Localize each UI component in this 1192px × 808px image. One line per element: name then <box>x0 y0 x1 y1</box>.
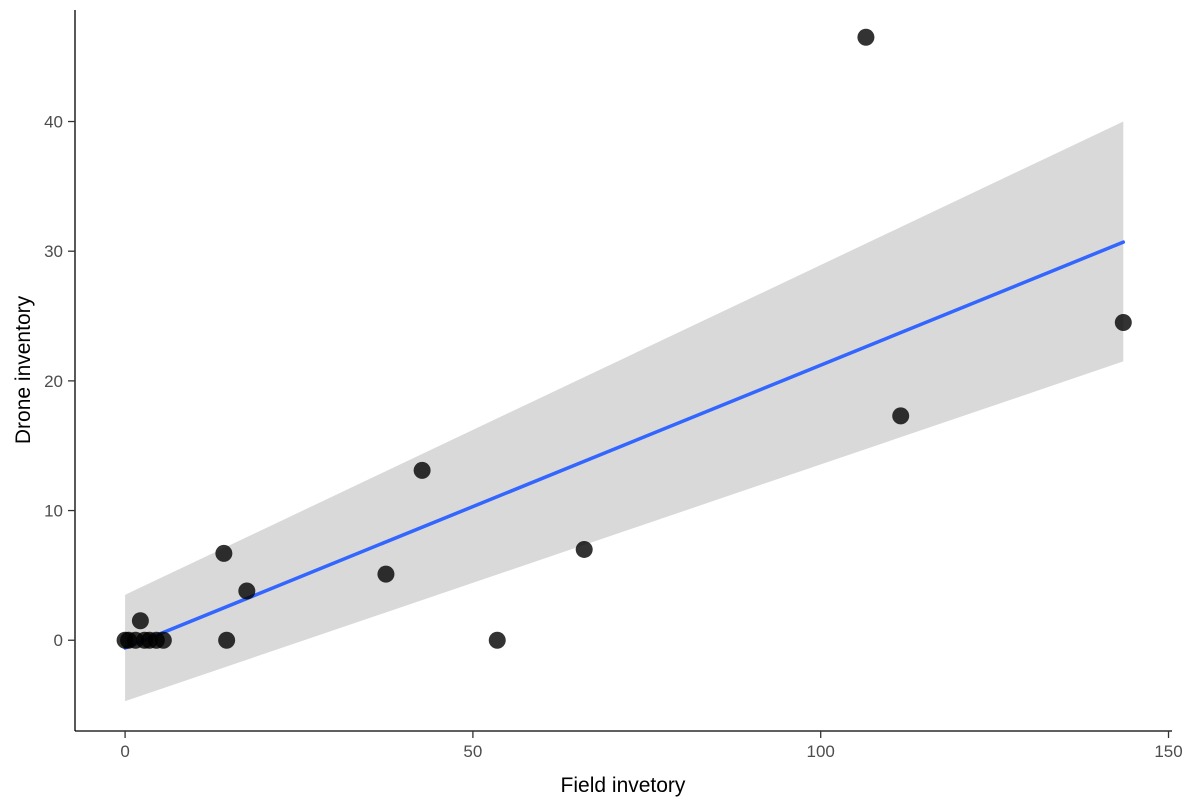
data-point-9 <box>218 631 236 649</box>
data-point-16 <box>892 407 910 425</box>
data-point-12 <box>413 461 431 479</box>
data-point-3 <box>131 612 149 630</box>
confidence-band-layer <box>125 121 1124 702</box>
data-point-14 <box>575 540 593 558</box>
y-axis-title: Drone inventory <box>12 295 35 444</box>
ticks-layer: 0 50 100 150 0 10 20 30 40 <box>44 113 1183 761</box>
data-point-17 <box>1114 314 1132 332</box>
data-points-layer <box>116 28 1132 649</box>
x-axis-title: Field invetory <box>561 774 686 797</box>
data-point-15 <box>857 28 875 46</box>
axes-layer <box>74 10 1172 732</box>
x-tick-label-150: 150 <box>1154 742 1182 761</box>
y-tick-label-20: 20 <box>44 372 63 391</box>
y-tick-label-40: 40 <box>44 113 63 132</box>
data-point-13 <box>488 631 506 649</box>
data-point-8 <box>215 544 233 562</box>
x-tick-label-50: 50 <box>463 742 482 761</box>
data-point-7 <box>154 631 172 649</box>
data-point-10 <box>238 582 256 600</box>
y-tick-label-30: 30 <box>44 242 63 261</box>
regression-line <box>123 240 1126 650</box>
regression-line-layer <box>123 240 1126 650</box>
y-tick-label-10: 10 <box>44 502 63 521</box>
x-tick-label-100: 100 <box>807 742 835 761</box>
x-tick-label-0: 0 <box>120 742 129 761</box>
data-point-11 <box>377 565 395 583</box>
confidence-band <box>125 121 1124 702</box>
y-tick-label-0: 0 <box>54 631 63 650</box>
